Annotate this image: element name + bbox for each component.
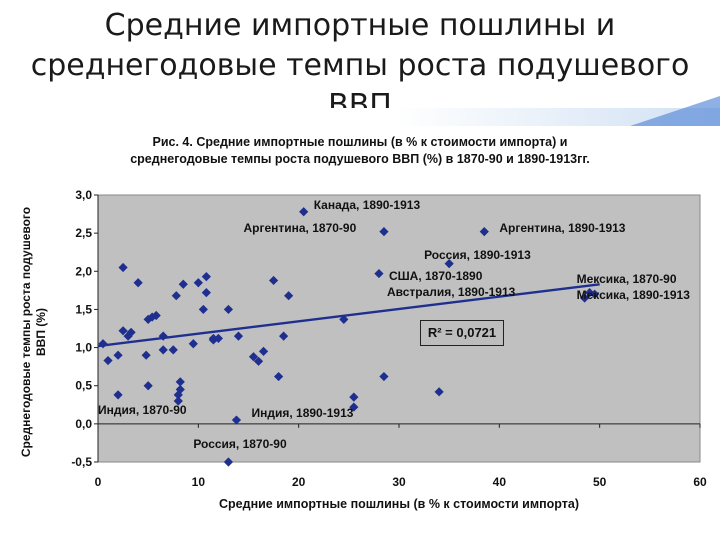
slide-title: Средние импортные пошлины и среднегодовы… [0,6,720,126]
data-point [349,402,359,412]
data-point [379,227,389,237]
figure-caption-line-1: Рис. 4. Средние импортные пошлины (в % к… [152,135,568,149]
data-point [98,339,108,349]
y-tick-label: -0,5 [71,455,92,469]
point-annotation: Россия, 1870-90 [193,437,287,452]
data-point [168,345,178,355]
y-tick-label: 0,0 [75,417,92,431]
data-point [188,339,198,349]
data-point [143,381,153,391]
data-point [258,346,269,356]
data-point [175,377,185,387]
slide-title-line-1: Средние импортные пошлины и [104,8,616,43]
point-annotation: Мексика, 1870-90 [576,271,677,286]
point-annotation: Австралия, 1890-1913 [386,284,516,299]
point-annotation: Россия, 1890-1913 [424,248,531,263]
data-point [193,278,203,288]
figure-caption-line-2: среднегодовые темпы роста подушевого ВВП… [130,152,590,166]
slide-title-line-2: среднегодовые темпы роста подушевого [30,48,690,83]
data-point [113,390,123,400]
data-point [213,333,223,344]
point-annotation: Индия, 1870-90 [98,402,187,417]
data-point [248,352,259,362]
data-point [201,272,211,282]
data-point [151,310,161,321]
data-point [279,331,289,341]
data-point [171,291,181,301]
data-point [141,350,151,360]
y-tick-label: 1,5 [75,302,92,316]
x-tick-label: 20 [292,475,306,489]
point-annotation: Мексика, 1890-1913 [576,288,690,303]
data-point [284,291,294,301]
data-point [223,304,234,315]
data-point [113,350,123,360]
point-annotation: США, 1870-1890 [388,269,483,284]
y-tick-label: 0,5 [75,379,92,393]
data-point [268,275,279,286]
data-point [349,392,359,402]
r-squared-label: R² = 0,0721 [420,320,504,346]
x-tick-label: 30 [392,475,406,489]
point-annotation: Аргентина, 1890-1913 [499,221,626,236]
point-annotation: Аргентина, 1870-90 [243,221,357,236]
data-point [175,384,185,395]
data-point [223,457,234,467]
data-point [479,227,489,237]
y-tick-label: 2,0 [75,264,92,278]
data-point [590,289,600,299]
data-point [233,331,244,341]
x-tick-label: 40 [493,475,507,489]
data-point [198,304,208,315]
y-axis-title: Среднегодовые темпы роста подушевого ВВП… [19,206,48,458]
data-point [299,207,309,217]
y-tick-label: 1,0 [75,341,92,355]
x-axis-title: Средние импортные пошлины (в % к стоимос… [219,497,579,511]
y-tick-label: 2,5 [75,226,92,240]
data-point [201,288,211,298]
x-tick-label: 0 [95,475,102,489]
x-tick-label: 10 [192,475,206,489]
data-point [374,268,384,279]
data-point [434,387,444,397]
data-point [123,331,133,341]
data-point [379,371,389,382]
data-point [253,356,264,366]
data-point [580,293,590,303]
data-point [158,345,168,355]
x-tick-label: 60 [693,475,707,489]
data-point [274,371,284,382]
data-point [133,278,143,288]
data-point [208,333,218,344]
decorative-corner-shape [630,96,720,126]
point-annotation: Индия, 1890-1913 [251,405,354,420]
trend-line [97,283,600,348]
data-point [231,415,242,425]
data-point [118,326,128,336]
data-point [103,355,113,366]
data-point [158,331,168,341]
y-tick-label: 3,0 [75,188,92,202]
figure-caption: Рис. 4. Средние импортные пошлины (в % к… [0,134,720,168]
plot-area [97,194,701,463]
data-point [173,396,183,406]
data-point [126,327,136,337]
data-point [585,288,595,298]
point-annotation: Канада, 1890-1913 [313,198,421,213]
data-point [444,259,454,269]
decorative-band [0,108,720,126]
data-point [178,279,188,289]
data-point [339,314,349,324]
data-point [118,262,128,273]
x-tick-label: 50 [593,475,607,489]
